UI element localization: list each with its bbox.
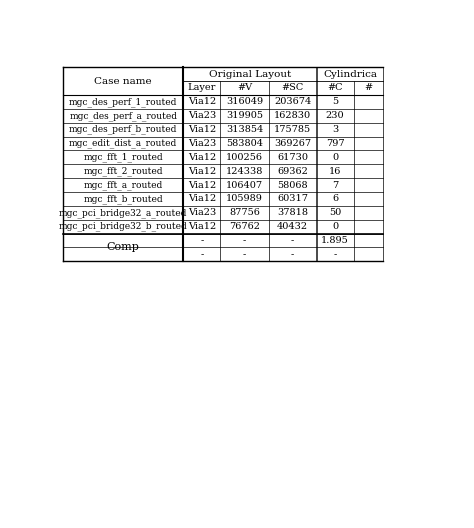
Text: Via12: Via12 (188, 222, 216, 231)
Text: Via12: Via12 (188, 153, 216, 162)
Text: 203674: 203674 (274, 97, 311, 106)
Text: 58068: 58068 (277, 181, 308, 190)
Text: 105989: 105989 (226, 194, 263, 203)
Text: -: - (334, 250, 337, 259)
Text: 40432: 40432 (277, 222, 308, 231)
Text: -: - (243, 236, 246, 245)
Text: -: - (291, 236, 294, 245)
Text: 313854: 313854 (226, 125, 263, 134)
Text: 16: 16 (329, 167, 341, 176)
Text: Via23: Via23 (188, 111, 216, 120)
Text: #C: #C (328, 83, 343, 92)
Text: 7: 7 (332, 181, 338, 190)
Text: mgc_pci_bridge32_b_routed: mgc_pci_bridge32_b_routed (59, 222, 188, 231)
Text: 162830: 162830 (274, 111, 311, 120)
Text: Comp: Comp (107, 242, 140, 252)
Text: Original Layout: Original Layout (209, 70, 291, 79)
Text: 797: 797 (326, 139, 345, 148)
Text: mgc_edit_dist_a_routed: mgc_edit_dist_a_routed (69, 138, 177, 148)
Text: 5: 5 (332, 97, 338, 106)
Text: 316049: 316049 (226, 97, 263, 106)
Text: 106407: 106407 (226, 181, 263, 190)
Text: -: - (291, 250, 294, 259)
Text: mgc_fft_2_routed: mgc_fft_2_routed (83, 166, 163, 176)
Text: Via23: Via23 (188, 139, 216, 148)
Text: Cylindrica: Cylindrica (323, 70, 377, 79)
Text: Via12: Via12 (188, 167, 216, 176)
Text: mgc_des_perf_1_routed: mgc_des_perf_1_routed (69, 97, 177, 107)
Text: 61730: 61730 (277, 153, 308, 162)
Text: 69362: 69362 (277, 167, 308, 176)
Text: #: # (365, 83, 373, 92)
Text: 230: 230 (326, 111, 345, 120)
Text: -: - (200, 236, 203, 245)
Text: mgc_des_perf_a_routed: mgc_des_perf_a_routed (69, 111, 177, 120)
Text: 3: 3 (332, 125, 338, 134)
Text: 76762: 76762 (229, 222, 260, 231)
Text: Via12: Via12 (188, 125, 216, 134)
Text: Case name: Case name (94, 77, 152, 86)
Text: 369267: 369267 (274, 139, 311, 148)
Text: Via12: Via12 (188, 181, 216, 190)
Text: 37818: 37818 (277, 208, 308, 217)
Text: 100256: 100256 (226, 153, 263, 162)
Text: -: - (200, 250, 203, 259)
Text: mgc_fft_b_routed: mgc_fft_b_routed (83, 194, 163, 204)
Text: 60317: 60317 (277, 194, 308, 203)
Text: Via23: Via23 (188, 208, 216, 217)
Text: 583804: 583804 (226, 139, 263, 148)
Text: 6: 6 (332, 194, 338, 203)
Text: 87756: 87756 (229, 208, 260, 217)
Text: 1.895: 1.895 (321, 236, 349, 245)
Text: mgc_fft_1_routed: mgc_fft_1_routed (83, 153, 163, 162)
Text: 319905: 319905 (226, 111, 263, 120)
Text: 0: 0 (332, 222, 338, 231)
Text: 124338: 124338 (226, 167, 263, 176)
Text: Via12: Via12 (188, 97, 216, 106)
Text: -: - (243, 250, 246, 259)
Text: mgc_fft_a_routed: mgc_fft_a_routed (83, 180, 163, 190)
Text: mgc_pci_bridge32_a_routed: mgc_pci_bridge32_a_routed (59, 208, 187, 218)
Text: Layer: Layer (188, 83, 216, 92)
Text: mgc_des_perf_b_routed: mgc_des_perf_b_routed (69, 125, 177, 135)
Text: #V: #V (237, 83, 252, 92)
Text: 50: 50 (329, 208, 341, 217)
Text: 175785: 175785 (274, 125, 311, 134)
Text: #SC: #SC (282, 83, 304, 92)
Text: Via12: Via12 (188, 194, 216, 203)
Text: 0: 0 (332, 153, 338, 162)
